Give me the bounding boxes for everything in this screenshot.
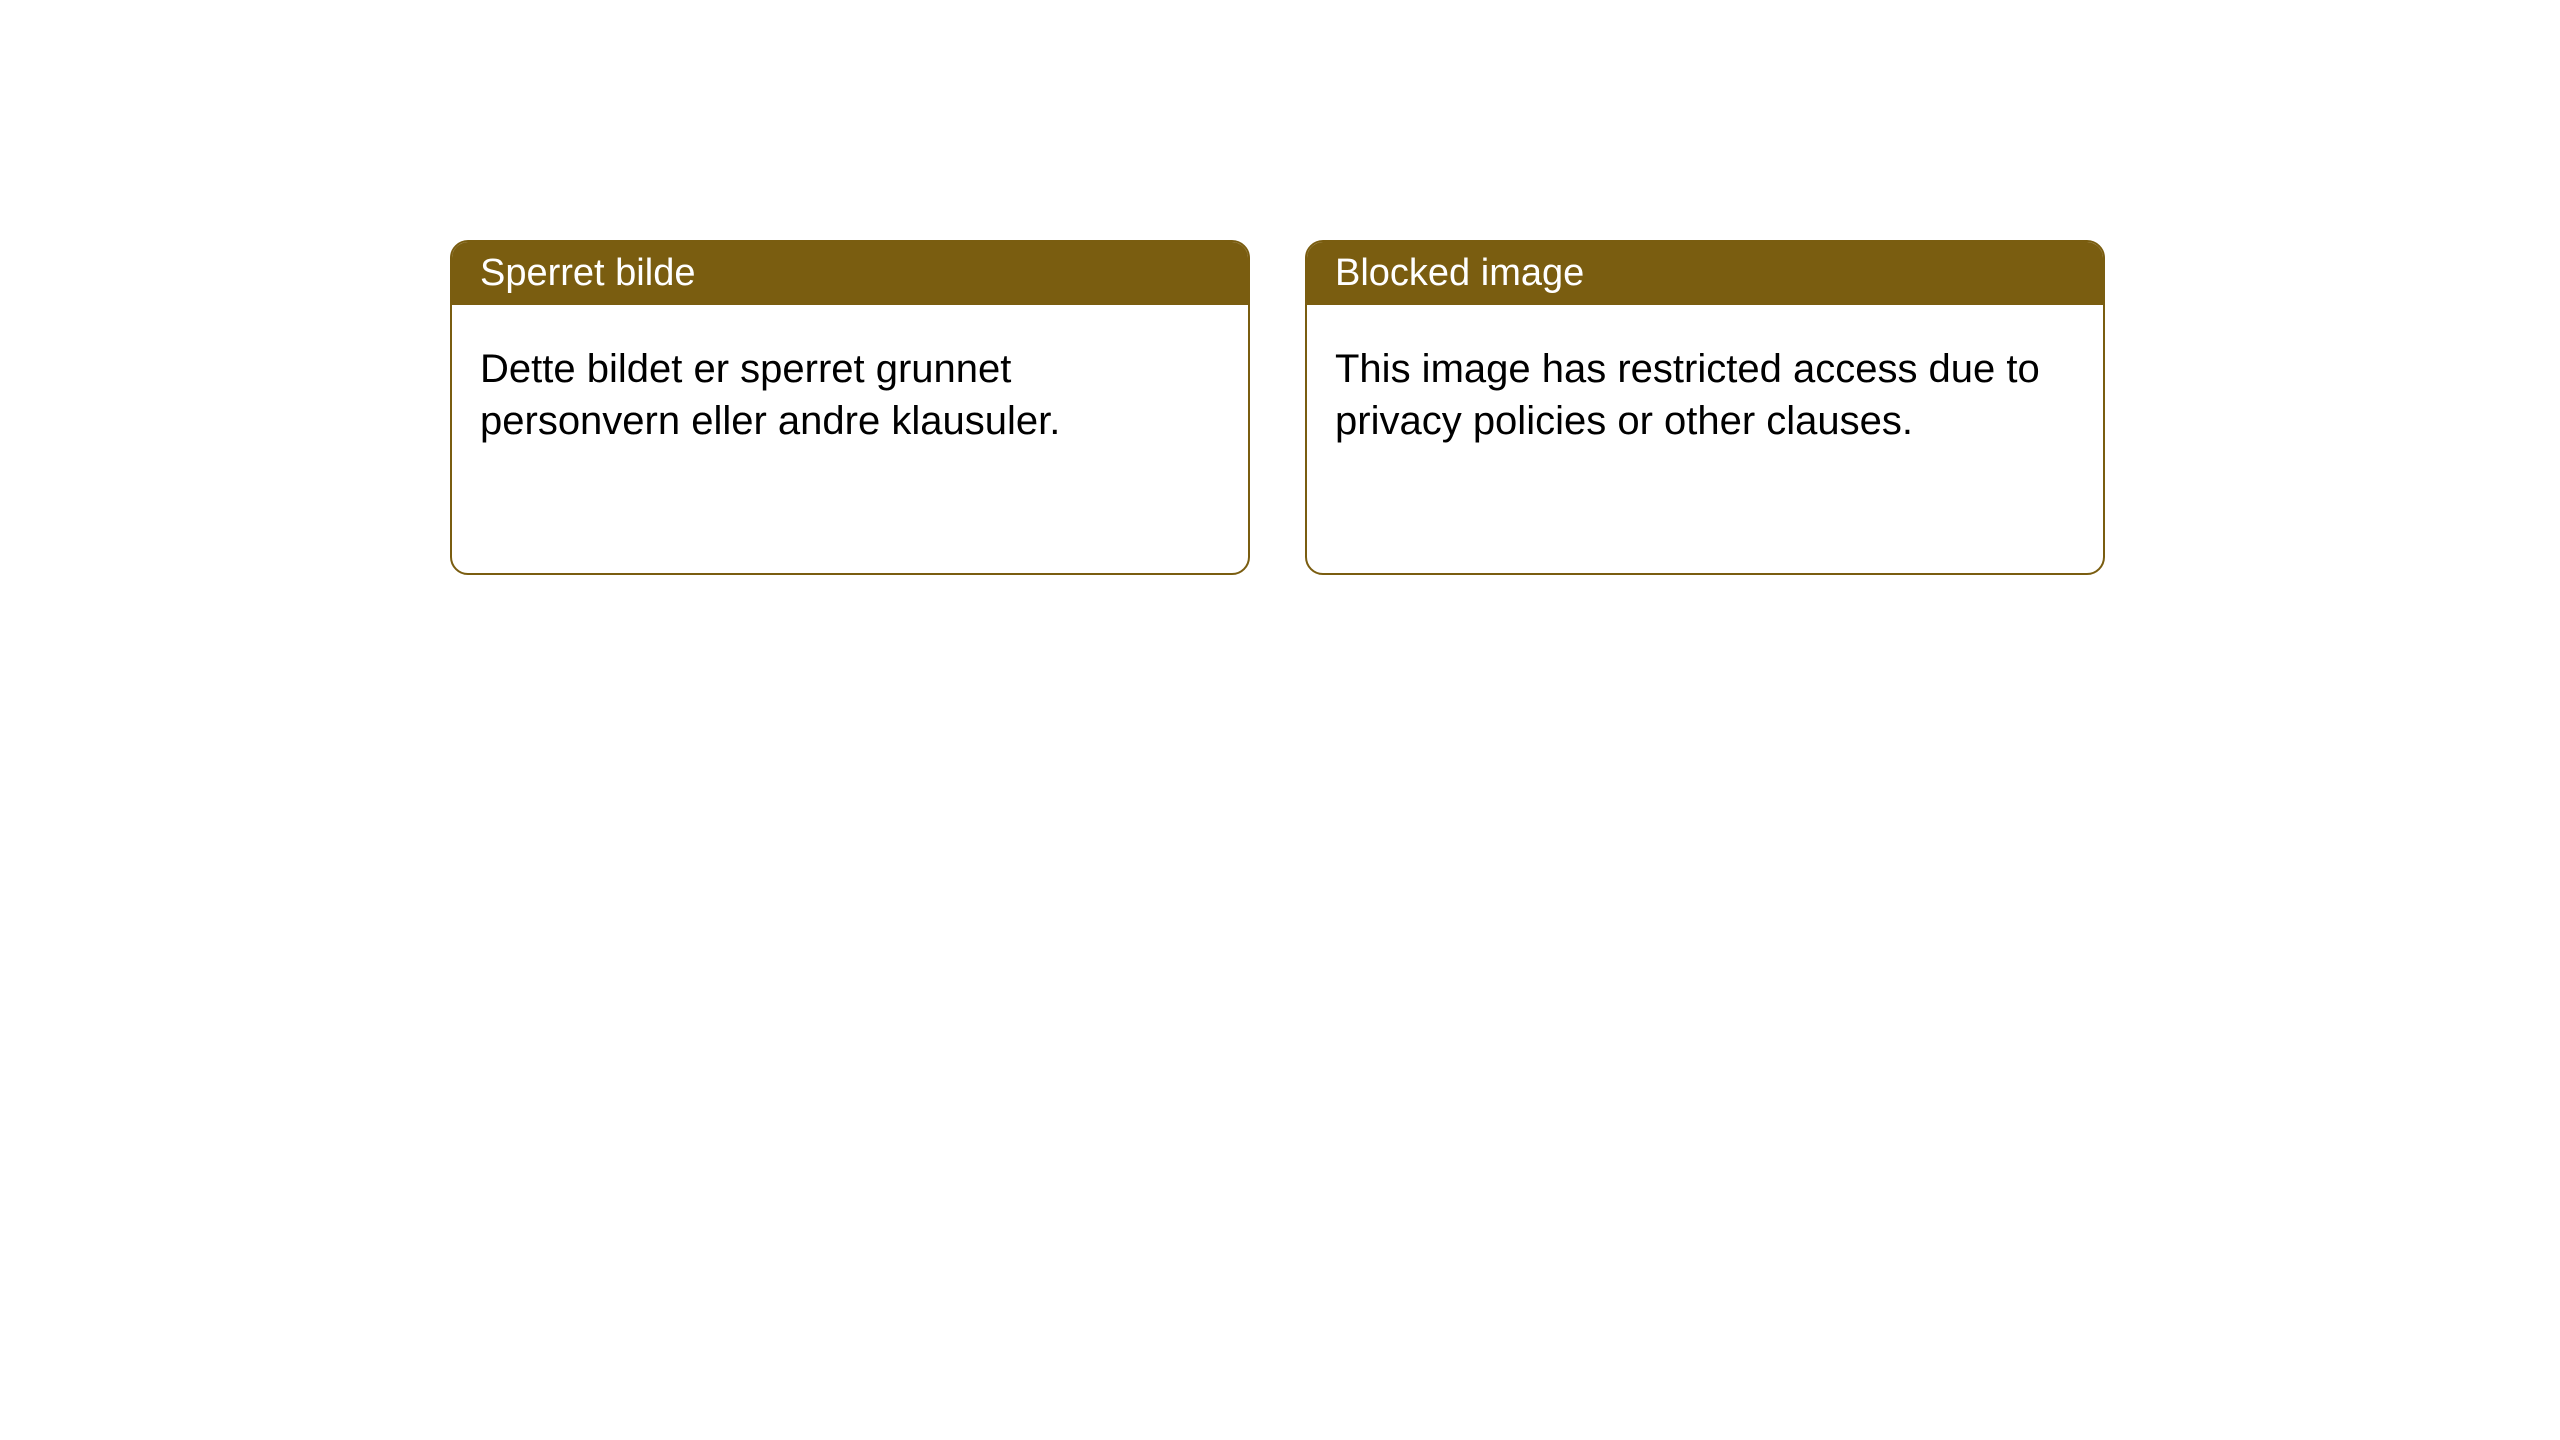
notice-container: Sperret bilde Dette bildet er sperret gr… [0,0,2560,575]
notice-card-norwegian: Sperret bilde Dette bildet er sperret gr… [450,240,1250,575]
notice-title: Blocked image [1307,242,2103,305]
notice-card-english: Blocked image This image has restricted … [1305,240,2105,575]
notice-body: This image has restricted access due to … [1307,305,2103,485]
notice-title: Sperret bilde [452,242,1248,305]
notice-body: Dette bildet er sperret grunnet personve… [452,305,1248,485]
